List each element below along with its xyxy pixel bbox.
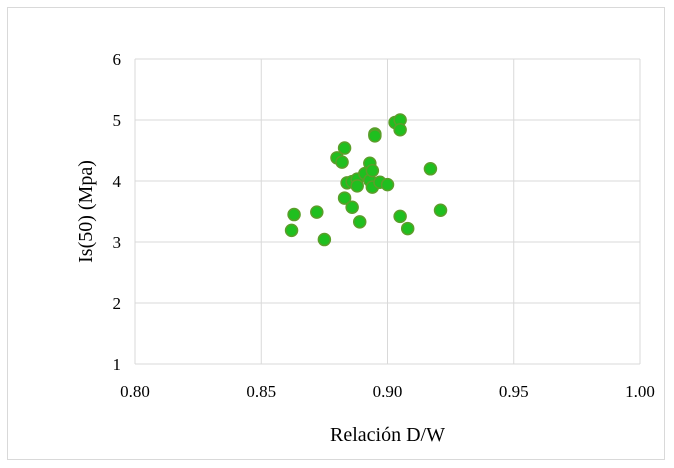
data-point [393, 209, 407, 224]
data-point [350, 179, 364, 193]
gridlines [134, 58, 641, 365]
y-tick-label: 3 [113, 233, 122, 252]
x-tick-label: 0.90 [373, 382, 403, 401]
y-tick-label: 4 [113, 172, 122, 191]
x-tick-label: 0.80 [120, 382, 150, 401]
x-tick-label: 0.85 [246, 382, 276, 401]
data-point [365, 163, 380, 178]
tick-labels: 0.80 0.85 0.90 0.95 1.00 1 2 3 4 5 6 [113, 50, 655, 401]
x-tick-label: 0.95 [499, 382, 529, 401]
data-points [284, 113, 448, 247]
data-point [337, 191, 352, 205]
data-point [352, 215, 367, 229]
x-tick-label: 1.00 [625, 382, 655, 401]
data-point [400, 221, 415, 236]
y-tick-label: 2 [113, 294, 122, 313]
data-point [433, 203, 448, 218]
data-point [380, 177, 395, 192]
data-point [310, 205, 324, 219]
data-point [287, 207, 301, 222]
x-axis-title: Relación D/W [330, 424, 445, 446]
data-point [335, 155, 349, 169]
data-point [337, 141, 352, 155]
data-point [317, 232, 332, 247]
y-tick-label: 5 [113, 111, 122, 130]
data-point [393, 123, 407, 137]
data-point [423, 162, 438, 176]
y-tick-label: 1 [113, 355, 122, 374]
chart-area [7, 7, 665, 460]
y-tick-label: 6 [113, 50, 122, 69]
data-point [345, 200, 359, 214]
data-point [284, 223, 299, 238]
data-point [368, 129, 382, 143]
y-axis-title: Is(50) (Mpa) [75, 160, 97, 263]
